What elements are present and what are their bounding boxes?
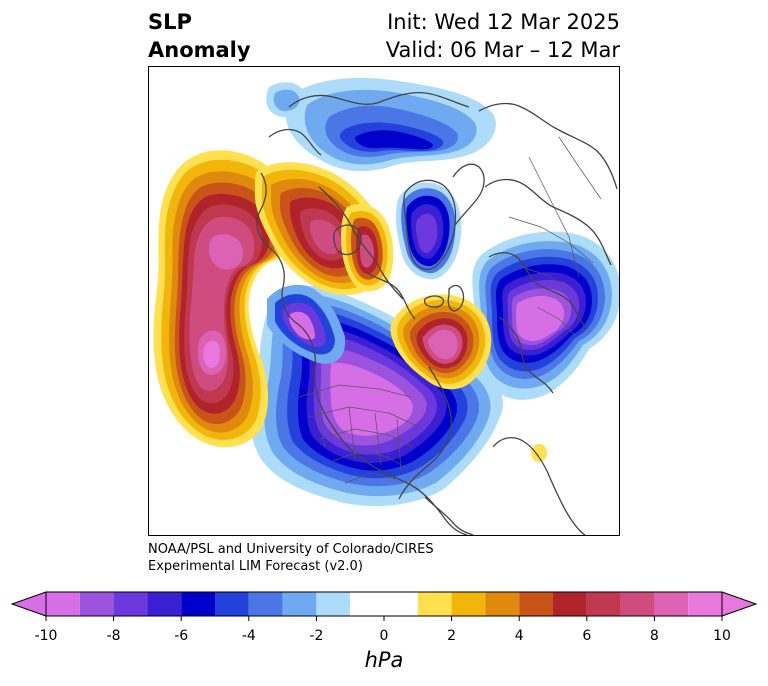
high-anomaly-north-pacific	[153, 150, 298, 448]
colorbar-tick-label: -8	[106, 628, 121, 644]
colorbar-tick-label: 0	[379, 628, 389, 644]
colorbar-unit: hPa	[364, 648, 404, 672]
colorbar-tick-label: 8	[649, 628, 659, 644]
title-line-1: SLP	[148, 10, 192, 34]
colorbar-under-arrow	[10, 591, 47, 617]
colorbar-bin	[215, 592, 249, 616]
colorbar-tick-labels: -10 -8 -6 -4 -2 0 2 4 6 8 10	[0, 628, 768, 648]
colorbar-bin	[451, 592, 486, 616]
colorbar-bin	[654, 592, 689, 616]
colorbar-tick-label: 10	[713, 628, 731, 644]
colorbar-bin	[586, 592, 621, 616]
colorbar	[10, 591, 758, 621]
colorbar-bin	[519, 592, 553, 616]
colorbar-bin	[248, 592, 283, 616]
credit-line-1: NOAA/PSL and University of Colorado/CIRE…	[148, 542, 434, 557]
high-anomaly-atlantic	[390, 294, 492, 390]
colorbar-tick-label: 4	[514, 628, 524, 644]
colorbar-tick-label: -4	[241, 628, 256, 644]
low-anomaly-arctic-canada	[267, 284, 346, 364]
low-anomaly-north-america	[250, 285, 503, 507]
colorbar-tick-label: -10	[34, 628, 58, 644]
colorbar-bin	[485, 592, 520, 616]
colorbar-bin	[46, 592, 80, 616]
colorbar-bin	[113, 592, 148, 616]
pole-marker	[380, 296, 390, 306]
map-canvas	[149, 67, 619, 535]
colorbar-bin	[417, 592, 452, 616]
colorbar-ticks	[45, 616, 723, 621]
anomaly-map	[148, 66, 620, 536]
high-anomaly-africa	[531, 444, 547, 462]
colorbar-bin	[282, 592, 317, 616]
credit-line-2: Experimental LIM Forecast (v2.0)	[148, 559, 363, 574]
credit-text: NOAA/PSL and University of Colorado/CIRE…	[148, 541, 434, 575]
colorbar-bin	[147, 592, 182, 616]
colorbar-tick-label: 2	[447, 628, 457, 644]
colorbar-bin	[350, 592, 418, 616]
low-anomaly-arctic	[285, 78, 496, 172]
colorbar-bin	[79, 592, 114, 616]
colorbar-bin	[316, 592, 351, 616]
colorbar-tick-label: -6	[174, 628, 189, 644]
colorbar-tick-label: 6	[582, 628, 592, 644]
low-anomaly-europe	[472, 231, 619, 400]
colorbar-bin	[620, 592, 655, 616]
valid-range: Valid: 06 Mar – 12 Mar	[385, 38, 620, 62]
title-line-2: Anomaly	[148, 38, 251, 62]
colorbar-bins	[46, 592, 722, 616]
init-date: Init: Wed 12 Mar 2025	[387, 10, 620, 34]
colorbar-tick-label: -2	[309, 628, 324, 644]
political-borders	[298, 136, 602, 484]
low-anomaly-east-siberia	[266, 82, 306, 117]
coastlines	[256, 91, 618, 535]
colorbar-bin	[688, 592, 722, 616]
forecast-dates: Init: Wed 12 Mar 2025 Valid: 06 Mar – 12…	[386, 8, 620, 64]
colorbar-over-arrow	[721, 591, 758, 617]
colorbar-bin	[553, 592, 587, 616]
colorbar-bin	[181, 592, 215, 616]
map-title: SLP Anomaly	[148, 8, 251, 64]
